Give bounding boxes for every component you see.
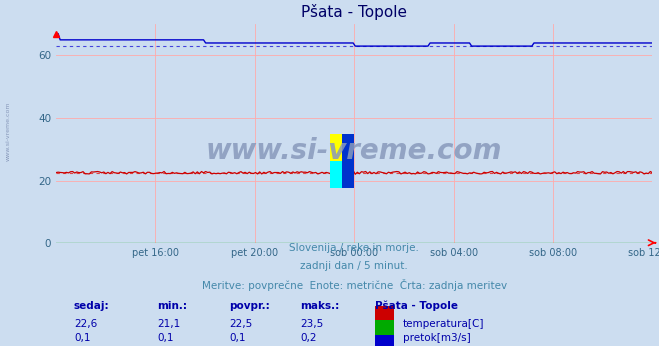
Bar	[330, 134, 342, 166]
Text: pretok[m3/s]: pretok[m3/s]	[403, 333, 471, 343]
Text: temperatura[C]: temperatura[C]	[403, 319, 484, 329]
Title: Pšata - Topole: Pšata - Topole	[301, 4, 407, 20]
Text: zadnji dan / 5 minut.: zadnji dan / 5 minut.	[301, 261, 408, 271]
Text: 0,1: 0,1	[158, 333, 174, 343]
Text: Pšata - Topole: Pšata - Topole	[375, 301, 458, 311]
Text: Meritve: povprečne  Enote: metrične  Črta: zadnja meritev: Meritve: povprečne Enote: metrične Črta:…	[202, 279, 507, 291]
Text: min.:: min.:	[158, 301, 187, 311]
Text: sedaj:: sedaj:	[74, 301, 109, 311]
Text: 0,1: 0,1	[74, 333, 90, 343]
Text: 0,1: 0,1	[229, 333, 245, 343]
Bar	[342, 134, 355, 188]
Text: maks.:: maks.:	[301, 301, 340, 311]
Bar	[375, 306, 394, 321]
Text: povpr.:: povpr.:	[229, 301, 270, 311]
Text: 21,1: 21,1	[158, 319, 181, 329]
Text: 23,5: 23,5	[301, 319, 324, 329]
Text: www.si-vreme.com: www.si-vreme.com	[206, 137, 502, 165]
Text: www.si-vreme.com: www.si-vreme.com	[5, 102, 11, 161]
Text: Slovenija / reke in morje.: Slovenija / reke in morje.	[289, 243, 419, 253]
Bar	[375, 320, 394, 335]
Bar	[330, 161, 342, 188]
Text: 0,2: 0,2	[301, 333, 317, 343]
Text: 22,6: 22,6	[74, 319, 97, 329]
Bar	[375, 335, 394, 346]
Text: 22,5: 22,5	[229, 319, 252, 329]
